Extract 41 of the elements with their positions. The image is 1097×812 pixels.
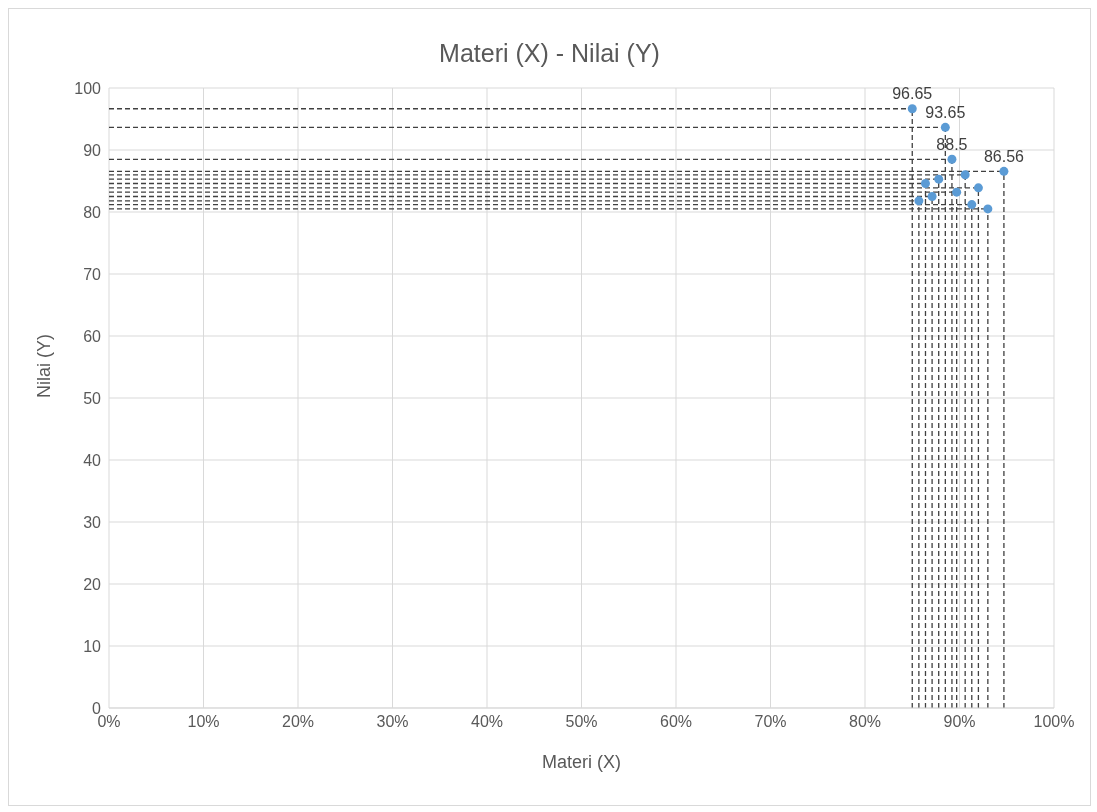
y-tick-label: 70	[83, 265, 102, 283]
chart-title: Materi (X) - Nilai (Y)	[438, 39, 661, 68]
point	[967, 200, 977, 210]
data-label: 86.56	[983, 147, 1025, 165]
x-tick-label: 70%	[754, 713, 787, 731]
point	[947, 154, 957, 164]
x-tick-label: 0%	[97, 713, 121, 731]
y-tick-label: 30	[83, 513, 102, 531]
data-label: 88.5	[936, 135, 968, 153]
x-axis-title: Materi (X)	[541, 752, 622, 772]
x-tick-label: 60%	[659, 713, 693, 731]
y-tick-label: 90	[83, 141, 102, 159]
data-label: 93.65	[925, 103, 966, 121]
point	[914, 196, 924, 206]
point	[973, 183, 983, 193]
x-tick-label: 90%	[943, 713, 976, 731]
x-tick-label: 20%	[281, 713, 315, 731]
x-tick-label: 30%	[376, 713, 409, 731]
point	[999, 166, 1009, 176]
y-tick-label: 100	[74, 79, 102, 97]
y-axis-title: Nilai (Y)	[34, 333, 55, 398]
y-tick-label: 50	[83, 389, 102, 407]
point	[940, 122, 950, 132]
point	[983, 204, 993, 214]
y-tick-label: 20	[83, 575, 102, 593]
x-tick-label: 100%	[1033, 713, 1075, 731]
data-label: 96.65	[892, 85, 933, 103]
point	[920, 178, 930, 188]
point	[907, 104, 917, 114]
x-tick-label: 80%	[848, 713, 882, 731]
y-tick-label: 80	[83, 203, 102, 221]
x-tick-label: 10%	[187, 713, 220, 731]
y-tick-label: 10	[83, 637, 102, 655]
point	[960, 170, 970, 180]
point	[927, 192, 937, 201]
y-tick-label: 60	[83, 327, 102, 345]
point	[934, 174, 944, 184]
y-tick-label: 40	[83, 451, 102, 469]
x-tick-label: 50%	[565, 713, 598, 731]
x-tick-label: 40%	[470, 713, 504, 731]
point	[952, 187, 962, 197]
